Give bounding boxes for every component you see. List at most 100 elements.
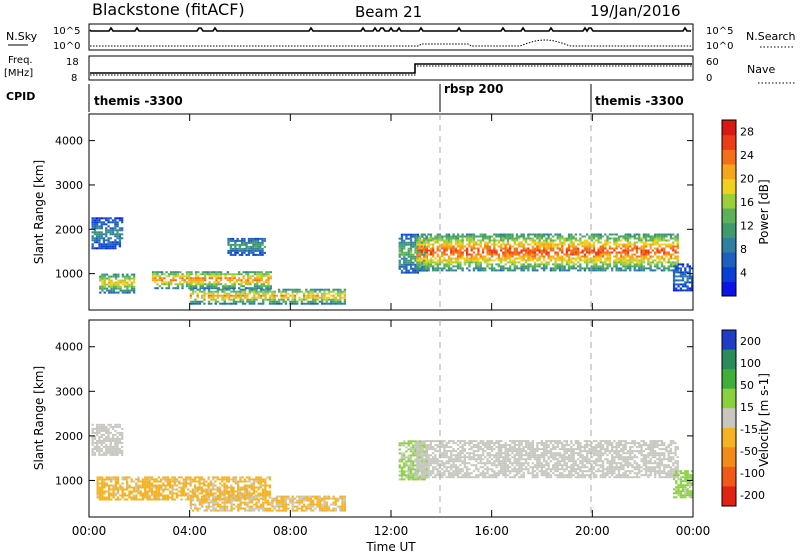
echo-cell [665,253,668,256]
echo-cell [200,482,203,485]
echo-cell [531,245,534,248]
echo-cell [624,233,627,236]
echo-cell [590,245,593,248]
echo-cell [241,237,244,240]
echo-cell [445,446,448,449]
echo-cell [187,496,190,499]
echo-cell [148,482,151,485]
echo-cell [264,490,267,493]
echo-cell [130,277,134,280]
echo-cell [154,273,157,276]
echo-cell [486,468,489,471]
echo-cell [556,251,559,254]
echo-cell [416,271,419,274]
echo-cell [249,277,252,280]
echo-cell [506,261,510,264]
echo-cell [339,495,342,498]
echo-cell [231,285,234,288]
echo-cell [103,490,106,493]
echo-cell [318,497,322,500]
echo-cell [103,496,106,499]
echo-cell [225,505,229,508]
echo-cell [679,267,682,270]
echo-cell [425,269,428,272]
echo-cell [184,484,188,487]
echo-cell [531,265,534,268]
echo-cell [479,265,482,268]
echo-cell [461,456,464,459]
echo-cell [565,255,568,258]
echo-cell [681,277,685,280]
echo-cell [418,251,422,254]
echo-cell [100,423,103,426]
echo-cell [595,251,598,254]
echo-cell [291,300,294,303]
echo-cell [484,269,487,272]
echo-cell [633,241,636,244]
echo-cell [436,259,439,262]
echo-cell [126,484,129,487]
echo-cell [234,490,237,493]
echo-cell [552,241,555,244]
echo-cell [423,257,426,260]
echo-cell [141,478,145,481]
echo-cell [540,251,543,254]
echo-cell [484,442,487,445]
echo-cell [239,300,242,303]
echo-cell [459,267,462,270]
echo-cell [98,498,102,501]
echo-cell [459,257,462,260]
echo-cell [403,243,406,246]
echo-cell [436,237,439,240]
echo-cell [454,237,457,240]
echo-cell [266,507,269,510]
echo-cell [558,241,562,244]
echo-cell [217,277,220,280]
echo-cell [254,249,257,252]
echo-cell [133,285,136,288]
echo-cell [336,497,340,500]
echo-cell [479,442,482,445]
echo-cell [463,444,466,447]
echo-cell [110,283,113,286]
echo-cell [403,442,406,445]
echo-cell [549,243,553,246]
echo-cell [443,241,446,244]
echo-cell [461,267,464,270]
echo-cell [121,494,124,497]
echo-cell [423,265,426,268]
echo-cell [456,233,460,236]
echo-cell [613,243,616,246]
echo-cell [665,233,668,236]
echo-cell [216,495,220,498]
echo-cell [321,298,324,301]
echo-cell [266,288,269,291]
echo-cell [96,443,99,446]
echo-cell [124,277,127,280]
echo-cell [171,478,174,481]
echo-cell [146,478,149,481]
echo-cell [434,269,437,272]
echo-cell [243,249,246,252]
echo-cell [249,271,252,274]
echo-cell [565,237,568,240]
echo-cell [273,294,276,297]
echo-cell [676,255,679,258]
echo-cell [403,255,406,258]
echo-cell [260,273,263,276]
echo-cell [490,450,494,453]
echo-cell [103,275,106,278]
echo-cell [105,217,108,220]
echo-cell [429,460,433,463]
echo-cell [262,505,265,508]
echo-cell [425,241,428,244]
echo-cell [642,233,645,236]
echo-cell [210,296,213,299]
echo-cell [232,480,235,483]
echo-cell [187,482,190,485]
echo-cell [96,247,99,250]
echo-cell [660,269,664,272]
echo-cell [232,492,235,495]
echo-cell [656,267,659,270]
echo-cell [674,239,677,242]
